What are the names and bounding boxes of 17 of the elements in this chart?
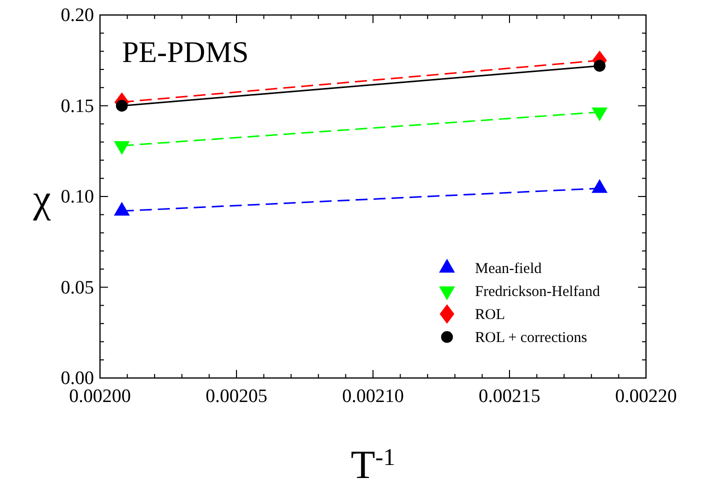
- legend-label: ROL: [475, 307, 505, 323]
- y-tick-label: 0.00: [60, 368, 94, 389]
- x-tick-label: 0.00205: [206, 386, 268, 407]
- x-tick-label: 0.00215: [478, 386, 540, 407]
- x-tick-label: 0.00210: [342, 386, 404, 407]
- text: PE-PDMS: [122, 36, 249, 69]
- legend-label: Mean-field: [475, 261, 542, 277]
- legend-label: Fredrickson-Helfand: [475, 284, 600, 300]
- x-tick-label: 0.00220: [615, 386, 677, 407]
- y-axis-title: χ: [32, 176, 52, 221]
- y-tick-label: 0.10: [60, 186, 94, 208]
- y-tick-label: 0.20: [60, 5, 94, 26]
- x-axis-title: T$^{-1}$: [350, 442, 396, 487]
- x-tick-label: 0.00200: [69, 386, 131, 407]
- legend-label: ROL + corrections: [475, 330, 588, 346]
- y-tick-label: 0.05: [60, 277, 94, 298]
- y-tick-label: 0.15: [60, 96, 94, 117]
